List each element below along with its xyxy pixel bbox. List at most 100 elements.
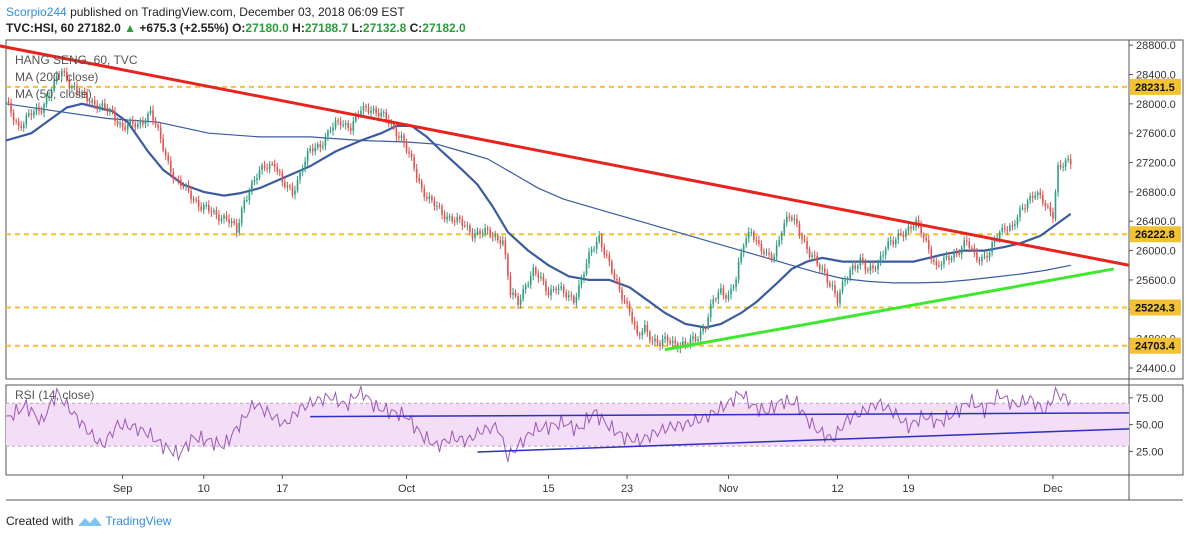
- time-tick-label: Sep: [113, 483, 133, 495]
- candle-body: [1031, 196, 1034, 198]
- candle-body: [413, 156, 415, 169]
- candle-body: [714, 299, 717, 301]
- low-value: 27132.8: [362, 21, 407, 35]
- candle-body: [567, 295, 570, 298]
- candle-body: [230, 221, 233, 224]
- candle-body: [15, 120, 17, 122]
- rsi-trendline-upper: [310, 412, 1129, 418]
- candle-body: [266, 167, 268, 169]
- candle-body: [527, 284, 530, 286]
- candle-body: [608, 255, 611, 262]
- candle-body: [877, 262, 879, 270]
- candle-body: [395, 127, 398, 137]
- candle-body: [253, 180, 256, 182]
- candle-body: [93, 100, 96, 105]
- price-tick-label: 26800.0: [1136, 187, 1176, 199]
- candle-body: [276, 167, 279, 172]
- candle-body: [144, 121, 147, 125]
- time-tick-label: 12: [831, 483, 843, 495]
- candle-body: [22, 124, 25, 129]
- candle-body: [775, 244, 778, 257]
- candle-body: [296, 179, 299, 191]
- candle-body: [826, 272, 829, 283]
- author-link[interactable]: Scorpio244: [6, 5, 67, 19]
- candle-body: [671, 340, 674, 344]
- time-tick-label: 17: [276, 483, 288, 495]
- candle-body: [233, 221, 235, 224]
- open-label: O:: [232, 21, 246, 35]
- time-tick-label: Dec: [1043, 483, 1063, 495]
- candle-body: [164, 150, 167, 156]
- candle-body: [824, 268, 826, 273]
- candle-body: [507, 254, 509, 277]
- candle-body: [428, 196, 431, 199]
- candle-body: [535, 267, 537, 274]
- close-value: 27182.0: [422, 21, 466, 35]
- candle-body: [393, 123, 395, 128]
- price-level-label: 25224.3: [1135, 303, 1175, 315]
- candle-body: [456, 216, 459, 222]
- candle-body: [532, 267, 535, 277]
- candle-body: [834, 285, 836, 294]
- candle-body: [344, 123, 347, 125]
- candle-body: [864, 262, 867, 270]
- candle-body: [215, 210, 218, 215]
- candle-body: [727, 294, 730, 299]
- candle-body: [58, 75, 61, 77]
- candles-group: [6, 67, 1072, 354]
- price-tick-label: 28400.0: [1136, 69, 1176, 81]
- candle-body: [644, 324, 646, 332]
- candle-body: [96, 104, 99, 110]
- candle-body: [780, 232, 783, 240]
- candle-body: [745, 238, 748, 246]
- candle-body: [129, 120, 132, 126]
- candle-body: [806, 240, 808, 250]
- candle-body: [218, 214, 220, 221]
- candle-body: [375, 108, 377, 113]
- candle-body: [707, 317, 709, 329]
- candle-body: [1042, 194, 1044, 204]
- candle-body: [167, 155, 170, 161]
- candle-body: [329, 130, 332, 132]
- candle-body: [542, 276, 545, 282]
- candle-body: [557, 288, 560, 291]
- candle-body: [570, 295, 573, 297]
- candle-body: [689, 338, 692, 345]
- footer: Created with TradingView: [6, 514, 171, 528]
- price-tick-label: 26400.0: [1136, 216, 1176, 228]
- candle-body: [682, 341, 684, 346]
- candle-body: [927, 240, 930, 250]
- candle-body: [6, 101, 7, 104]
- candle-body: [499, 239, 502, 245]
- candle-body: [301, 169, 304, 173]
- candle-body: [190, 190, 192, 200]
- candle-body: [200, 206, 202, 210]
- candle-body: [1014, 224, 1016, 226]
- candle-body: [524, 285, 527, 290]
- candle-body: [702, 328, 704, 332]
- candle-body: [426, 196, 428, 199]
- candle-body: [593, 249, 595, 251]
- candle-body: [755, 239, 758, 241]
- ma50-line: [6, 102, 1072, 329]
- candle-body: [131, 120, 134, 124]
- candle-body: [1026, 200, 1029, 209]
- candle-body: [948, 256, 950, 261]
- candle-body: [1067, 158, 1069, 160]
- time-tick-label: 15: [542, 483, 554, 495]
- candle-body: [134, 123, 137, 128]
- candle-body: [884, 248, 887, 255]
- candle-body: [621, 289, 623, 300]
- candle-body: [836, 293, 839, 304]
- candle-body: [578, 284, 580, 297]
- candle-body: [1021, 208, 1024, 210]
- candle-body: [484, 228, 486, 234]
- candle-body: [897, 233, 900, 240]
- candle-body: [953, 252, 955, 258]
- candle-body: [968, 241, 971, 248]
- tradingview-brand[interactable]: TradingView: [105, 514, 172, 528]
- candle-body: [509, 276, 512, 295]
- candle-body: [210, 211, 213, 213]
- candle-body: [119, 122, 121, 125]
